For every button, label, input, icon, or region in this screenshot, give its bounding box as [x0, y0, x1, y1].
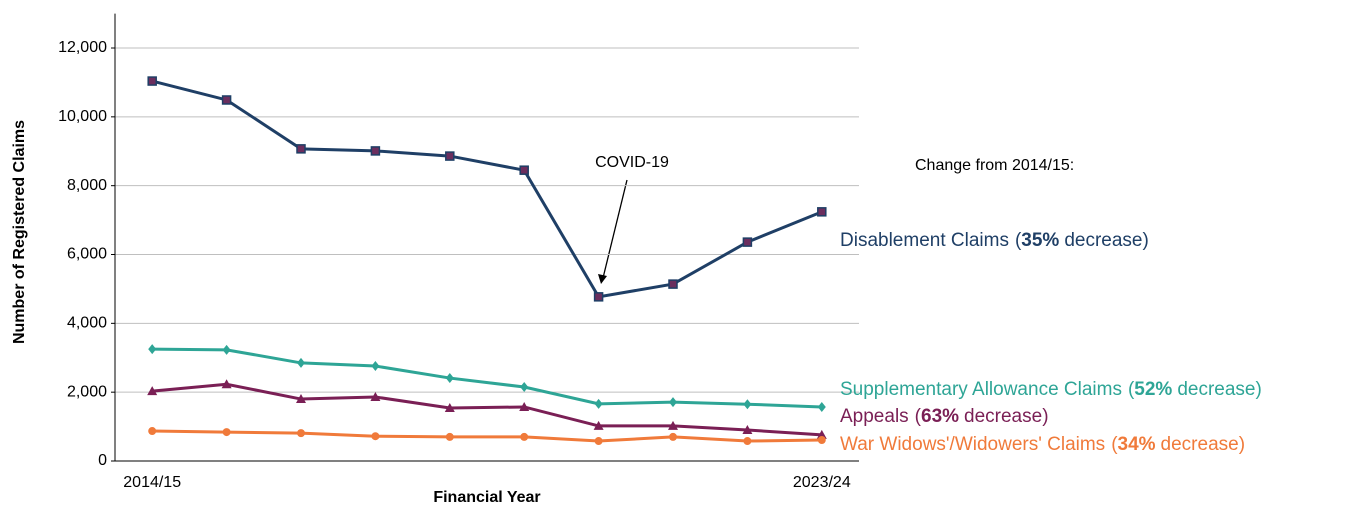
arrow-head	[598, 274, 607, 284]
label-part: decrease)	[964, 406, 1049, 427]
marker	[817, 401, 826, 412]
label-part: Appeals	[840, 406, 909, 427]
label-part: decrease)	[1177, 379, 1262, 400]
label-part: 35%	[1021, 230, 1059, 251]
marker	[148, 344, 157, 355]
marker	[371, 361, 380, 372]
marker	[444, 403, 455, 413]
label-part: 63%	[921, 406, 959, 427]
y-tick-label: 10,000	[58, 108, 107, 125]
x-tick-label: 2014/15	[123, 474, 181, 491]
series-line	[152, 382, 822, 437]
marker	[370, 146, 381, 156]
marker	[742, 425, 753, 435]
marker	[222, 428, 231, 437]
marker	[445, 432, 454, 441]
label-part: Disablement Claims	[840, 230, 1009, 251]
y-tick-label: 8,000	[67, 177, 107, 194]
marker	[445, 373, 454, 384]
marker	[743, 437, 752, 446]
label-part: 34%	[1118, 434, 1156, 455]
marker	[816, 429, 827, 439]
marker	[222, 344, 231, 355]
marker	[817, 207, 827, 217]
series-label: Supplementary Allowance Claims (52% decrea…	[840, 379, 1262, 400]
label-part: decrease)	[1161, 434, 1246, 455]
marker	[147, 76, 157, 86]
marker	[743, 399, 752, 410]
x-tick-label: 2023/24	[793, 474, 851, 491]
marker	[668, 420, 678, 430]
series-line	[152, 429, 822, 443]
y-tick-label: 12,000	[58, 39, 107, 56]
label-part: (	[1015, 230, 1022, 251]
marker	[519, 401, 530, 411]
y-axis-label: Number of Registered Claims	[11, 120, 28, 344]
marker	[297, 429, 305, 438]
y-tick-label: 6,000	[67, 246, 107, 263]
marker	[593, 420, 604, 430]
marker	[148, 427, 157, 436]
marker	[742, 237, 753, 247]
y-tick-label: 0	[98, 452, 107, 469]
label-part: 52%	[1134, 379, 1172, 400]
marker	[147, 386, 158, 396]
marker	[221, 95, 232, 105]
marker	[297, 357, 305, 368]
series-line	[151, 79, 823, 299]
annotation-arrow	[602, 179, 628, 279]
y-tick-label: 2,000	[67, 383, 107, 400]
label-part: War Widows'/Widowers' Claims	[840, 434, 1105, 455]
marker	[370, 391, 381, 401]
marker	[669, 432, 677, 441]
marker	[296, 144, 306, 154]
marker	[520, 382, 529, 393]
marker	[445, 151, 455, 161]
marker	[817, 436, 826, 445]
label-part: (	[1111, 434, 1118, 455]
label-part: (	[915, 406, 922, 427]
annotation: COVID-19	[595, 154, 669, 171]
series-label: Appeals (63% decrease)	[840, 406, 1049, 427]
series-line	[152, 347, 822, 409]
marker	[221, 379, 232, 389]
x-axis-label: Financial Year	[433, 489, 540, 506]
marker	[668, 279, 678, 289]
label-part: (	[1128, 379, 1135, 400]
label-part: Supplementary Allowance Claims	[840, 379, 1122, 400]
marker	[669, 397, 677, 408]
y-tick-label: 4,000	[67, 315, 107, 332]
marker	[371, 432, 380, 441]
series-label: Disablement Claims (35% decrease)	[840, 230, 1149, 251]
marker	[520, 432, 529, 441]
label-part: decrease)	[1064, 230, 1149, 251]
marker	[519, 165, 529, 175]
marker	[594, 398, 603, 409]
legend-title: Change from 2014/15:	[915, 157, 1074, 174]
marker	[296, 394, 306, 404]
marker	[594, 437, 603, 446]
marker	[593, 292, 604, 302]
series-label: War Widows'/Widowers' Claims (34% decrease…	[840, 434, 1245, 455]
